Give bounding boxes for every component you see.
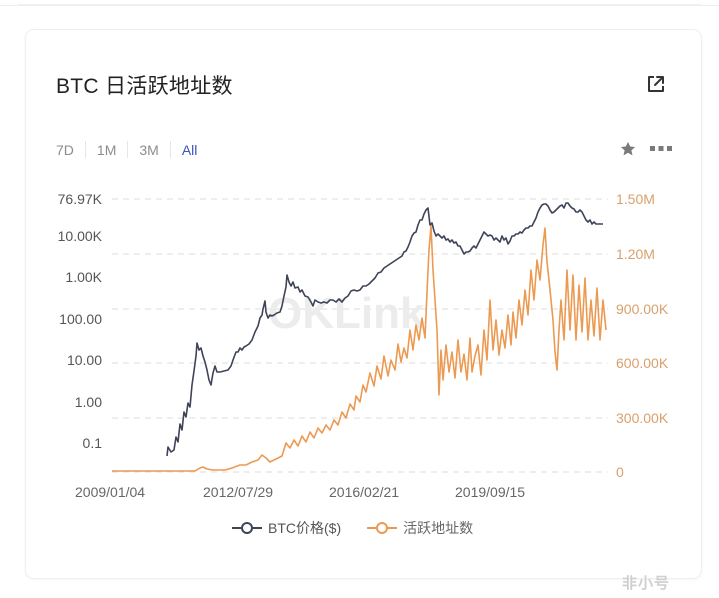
legend-label: BTC价格($) bbox=[268, 520, 342, 536]
x-tick: 2012/07/29 bbox=[203, 484, 274, 500]
chart-legend: BTC价格($) 活跃地址数 bbox=[232, 518, 499, 538]
y-left-tick: 10.00 bbox=[66, 352, 102, 368]
legend-marker-icon bbox=[232, 522, 262, 534]
tab-divider bbox=[127, 141, 129, 158]
tab-divider bbox=[169, 141, 171, 158]
x-tick: 2009/01/04 bbox=[75, 484, 146, 500]
time-range-tabs: 7D 1M 3M All bbox=[56, 141, 208, 158]
y-left-tick: 76.97K bbox=[57, 191, 102, 207]
y-left-tick: 0.1 bbox=[82, 435, 102, 451]
x-tick: 2016/02/21 bbox=[329, 484, 400, 500]
tab-1m[interactable]: 1M bbox=[96, 141, 117, 158]
y-right-tick: 1.20M bbox=[616, 246, 655, 262]
card-title: BTC 日活跃地址数 bbox=[56, 75, 233, 98]
legend-label: 活跃地址数 bbox=[403, 520, 474, 536]
y-right-tick: 600.00K bbox=[616, 355, 669, 371]
y-right-tick: 300.00K bbox=[616, 410, 669, 426]
legend-item-active-addresses[interactable]: 活跃地址数 bbox=[367, 518, 473, 538]
y-left-tick: 100.00 bbox=[59, 311, 102, 327]
external-link-icon[interactable] bbox=[645, 73, 667, 95]
more-dots-icon[interactable] bbox=[650, 145, 672, 153]
y-left-tick: 1.00K bbox=[65, 269, 102, 285]
tab-7d[interactable]: 7D bbox=[56, 141, 74, 158]
y-right-tick: 0 bbox=[616, 464, 624, 480]
y-left-tick: 10.00K bbox=[57, 228, 102, 244]
y-right-tick: 1.50M bbox=[616, 191, 655, 207]
tab-3m[interactable]: 3M bbox=[139, 141, 159, 158]
legend-item-btc-price[interactable]: BTC价格($) bbox=[232, 518, 341, 538]
tab-divider bbox=[84, 141, 86, 158]
series-btc-price bbox=[166, 202, 603, 457]
legend-marker-icon bbox=[367, 522, 398, 534]
y-left-tick: 1.00 bbox=[74, 394, 102, 410]
y-right-tick: 900.00K bbox=[616, 301, 669, 317]
footer-watermark: 非小号 bbox=[622, 575, 671, 592]
x-tick: 2019/09/15 bbox=[455, 484, 526, 500]
previous-card-edge bbox=[0, 0, 719, 6]
star-icon[interactable] bbox=[619, 140, 637, 158]
chart-card bbox=[25, 29, 702, 579]
series-active-addresses bbox=[112, 225, 607, 472]
tab-all[interactable]: All bbox=[181, 141, 198, 158]
